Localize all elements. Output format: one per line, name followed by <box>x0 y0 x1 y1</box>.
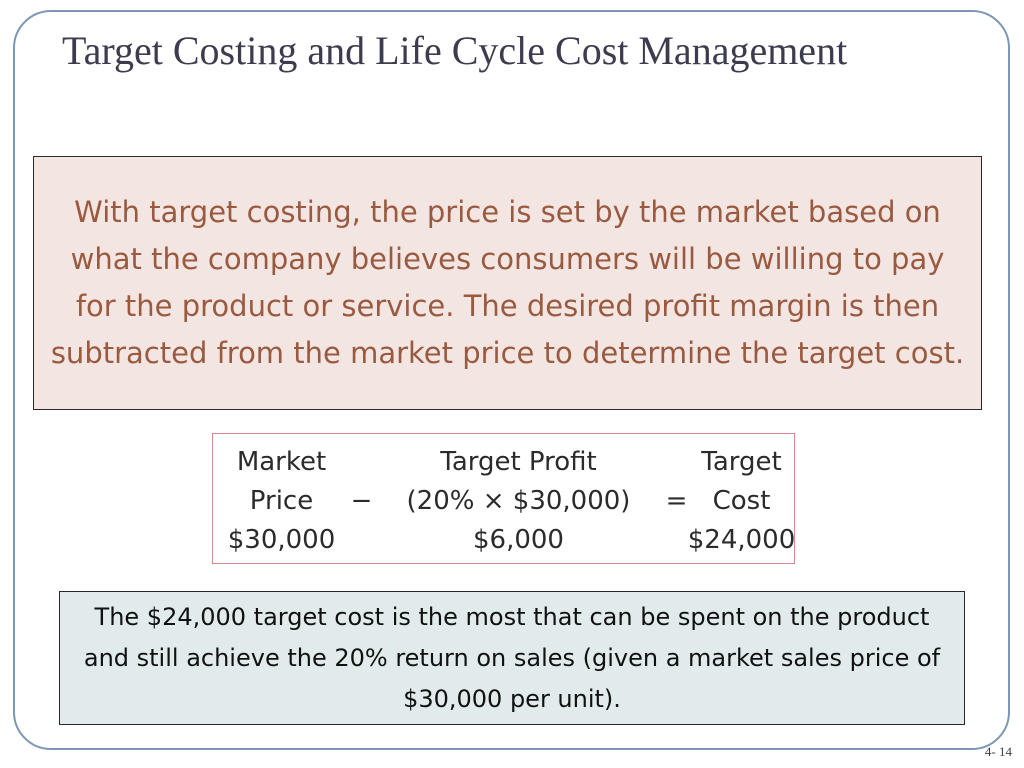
definition-text: With target costing, the price is set by… <box>50 195 965 370</box>
formula-spacer <box>348 520 376 559</box>
slide-frame <box>13 10 1010 750</box>
target-cost-formula: Market Target Profit Target Price − (20%… <box>212 433 795 564</box>
definition-box: With target costing, the price is set by… <box>33 156 982 410</box>
market-price-label-line2: Price <box>249 485 314 516</box>
equals-sign: = <box>665 485 688 516</box>
target-profit-label-line1: Target Profit <box>440 446 597 477</box>
target-profit-label-line2: (20% × $30,000) <box>406 485 631 516</box>
page-number: 4- 14 <box>984 744 1012 759</box>
slide-title: Target Costing and Life Cycle Cost Manag… <box>62 28 848 73</box>
market-price-value: $30,000 <box>227 524 336 555</box>
conclusion-box: The $24,000 target cost is the most that… <box>59 591 965 725</box>
formula-spacer <box>348 442 376 481</box>
market-price-label-line1: Market <box>236 446 327 477</box>
target-profit-value: $6,000 <box>473 524 564 555</box>
formula-spacer <box>662 442 692 481</box>
target-cost-label-line1: Target <box>701 446 782 477</box>
minus-sign: − <box>350 485 373 516</box>
target-cost-label-line2: Cost <box>712 485 771 516</box>
target-cost-value: $24,000 <box>687 524 796 555</box>
conclusion-text: The $24,000 target cost is the most that… <box>83 602 941 713</box>
formula-grid: Market Target Profit Target Price − (20%… <box>213 442 796 559</box>
